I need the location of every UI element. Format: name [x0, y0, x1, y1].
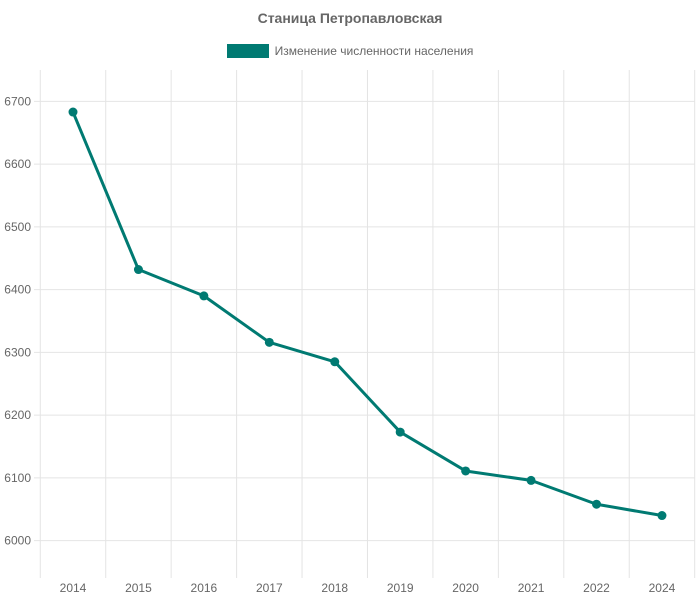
data-point	[68, 107, 78, 117]
data-point	[526, 475, 536, 485]
x-axis-ticks: 2014 2015 2016 2017 2018 2019 2020 2021 2022 2024	[60, 581, 676, 595]
x-tick-label: 2016	[191, 581, 218, 595]
y-tick-label: 6000	[4, 534, 31, 548]
x-tick-label: 2020	[452, 581, 479, 595]
y-tick-label: 6200	[4, 408, 31, 422]
x-tick-label: 2022	[583, 581, 610, 595]
data-point	[264, 337, 274, 347]
legend[interactable]: Изменение численности населения	[0, 44, 700, 58]
x-tick-label: 2015	[125, 581, 152, 595]
data-point	[199, 291, 209, 301]
data-point	[330, 357, 340, 367]
x-tick-label: 2017	[256, 581, 283, 595]
legend-swatch	[226, 44, 269, 58]
y-tick-label: 6300	[4, 345, 31, 359]
y-tick-label: 6600	[4, 157, 31, 171]
y-axis-ticks: 6000 6100 6200 6300 6400 6500 6600 6700	[4, 94, 31, 547]
x-tick-label: 2014	[60, 581, 87, 595]
y-tick-label: 6100	[4, 471, 31, 485]
y-tick-label: 6700	[4, 94, 31, 108]
data-point	[133, 265, 143, 275]
x-tick-label: 2018	[321, 581, 348, 595]
data-point	[395, 427, 405, 437]
x-tick-label: 2024	[649, 581, 676, 595]
series-layer	[68, 107, 667, 521]
y-tick-label: 6500	[4, 220, 31, 234]
data-point	[592, 499, 602, 509]
series-line	[71, 111, 663, 518]
data-point	[657, 511, 667, 521]
legend-label: Изменение численности населения	[274, 44, 474, 58]
x-tick-label: 2019	[387, 581, 414, 595]
chart-title: Станица Петропавловская	[257, 10, 443, 26]
y-tick-label: 6400	[4, 283, 31, 297]
x-tick-label: 2021	[518, 581, 545, 595]
data-point	[461, 466, 471, 476]
